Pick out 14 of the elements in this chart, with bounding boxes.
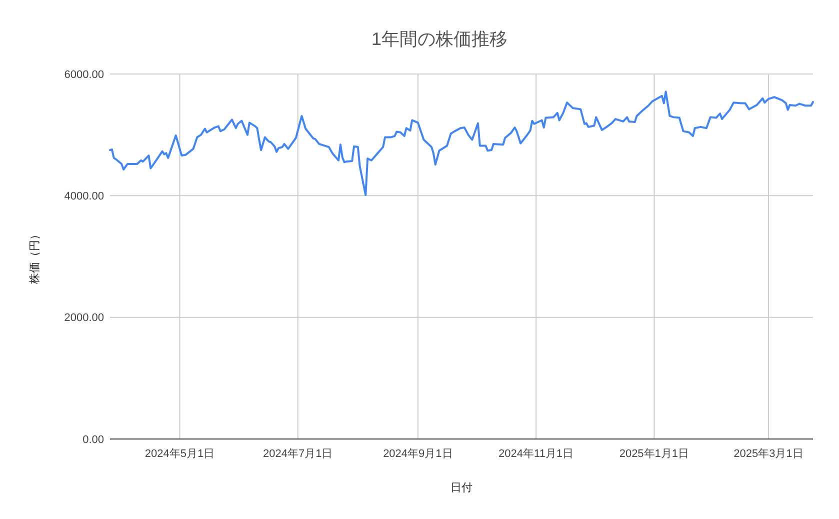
x-tick-label: 2025年1月1日	[619, 448, 690, 460]
x-tick-label: 2024年9月1日	[383, 448, 453, 460]
y-tick-label: 2000.00	[64, 312, 104, 324]
chart-title: 1年間の株価推移	[371, 29, 508, 49]
x-tick-label: 2024年7月1日	[262, 448, 333, 460]
y-tick-label: 0.00	[82, 434, 104, 446]
x-axis-title: 日付	[450, 482, 472, 494]
x-tick-label: 2024年5月1日	[144, 448, 215, 460]
x-tick-label: 2024年11月1日	[498, 448, 574, 460]
y-tick-label: 6000.00	[64, 68, 104, 81]
line-series	[109, 90, 814, 196]
y-tick-label: 4000.00	[64, 190, 104, 203]
y-axis-title: 株価（円）	[28, 229, 41, 285]
x-tick-label: 2025年3月1日	[734, 448, 804, 460]
